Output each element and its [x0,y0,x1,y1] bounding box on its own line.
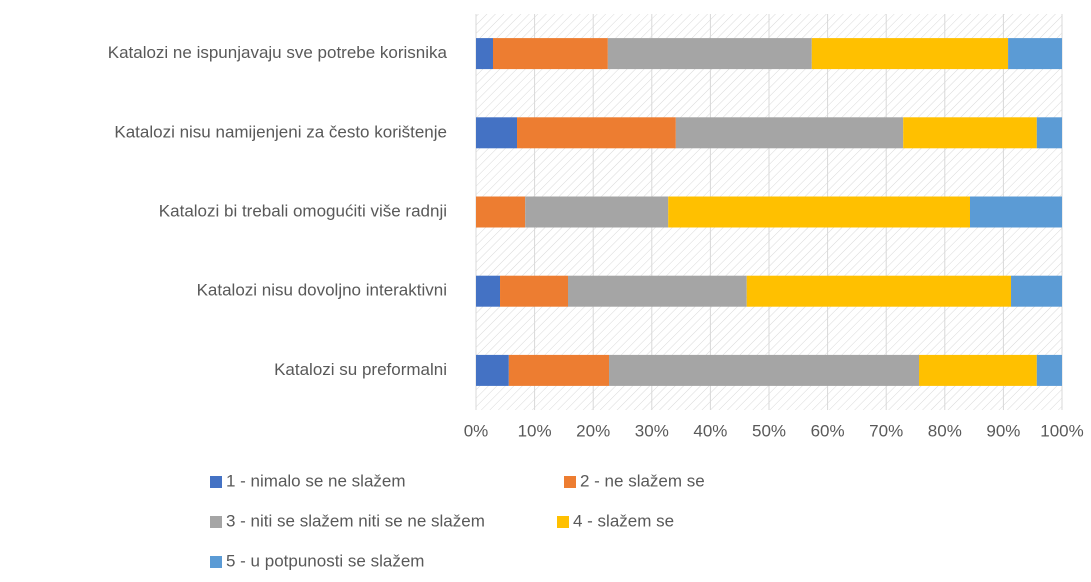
x-tick-label: 80% [928,421,962,440]
x-tick-label: 10% [518,421,552,440]
bar-segment [675,117,904,149]
bar-segment [476,196,526,228]
legend-swatch [210,516,222,528]
x-tick-label: 30% [635,421,669,440]
legend-swatch [557,516,569,528]
bar-segment [1036,117,1062,149]
x-tick-label: 50% [752,421,786,440]
bar-segment [517,117,676,149]
y-tick-label: Katalozi ne ispunjavaju sve potrebe kori… [108,43,448,62]
bar-segment [476,354,509,386]
bar-segment [568,275,747,307]
bar-segment [969,196,1062,228]
bar-segment [476,38,493,70]
legend-label: 1 - nimalo se ne slažem [226,471,406,490]
y-tick-label: Katalozi bi trebali omogućiti više radnj… [159,201,447,220]
bar-segment [903,117,1037,149]
legend-swatch [210,476,222,488]
bar-segment [668,196,970,228]
legend-label: 2 - ne slažem se [580,471,705,490]
legend-swatch [564,476,576,488]
bar-segment [1036,354,1062,386]
bar-segment [1011,275,1062,307]
y-tick-label: Katalozi nisu namijenjeni za često koriš… [114,122,447,141]
bar-segment [607,38,812,70]
bar-segment [1008,38,1062,70]
x-tick-label: 40% [693,421,727,440]
bar-segment [609,354,920,386]
legend-label: 5 - u potpunosti se slažem [226,551,424,570]
y-tick-label: Katalozi nisu dovoljno interaktivni [197,281,447,300]
x-tick-label: 20% [576,421,610,440]
legend-label: 3 - niti se slažem niti se ne slažem [226,511,485,530]
x-tick-label: 100% [1040,421,1083,440]
bar-segment [492,38,608,70]
legend-swatch [210,556,222,568]
bar-segment [500,275,569,307]
legend-label: 4 - slažem se [573,511,674,530]
x-tick-label: 0% [464,421,489,440]
bar-segment [811,38,1009,70]
bar-segment [525,196,669,228]
bar-segment [919,354,1037,386]
bar-segment [476,275,501,307]
bar-segment [476,117,518,149]
bar-segment [508,354,610,386]
x-tick-label: 60% [811,421,845,440]
x-tick-label: 70% [869,421,903,440]
x-tick-label: 90% [986,421,1020,440]
bar-segment [746,275,1012,307]
y-tick-label: Katalozi su preformalni [274,360,447,379]
